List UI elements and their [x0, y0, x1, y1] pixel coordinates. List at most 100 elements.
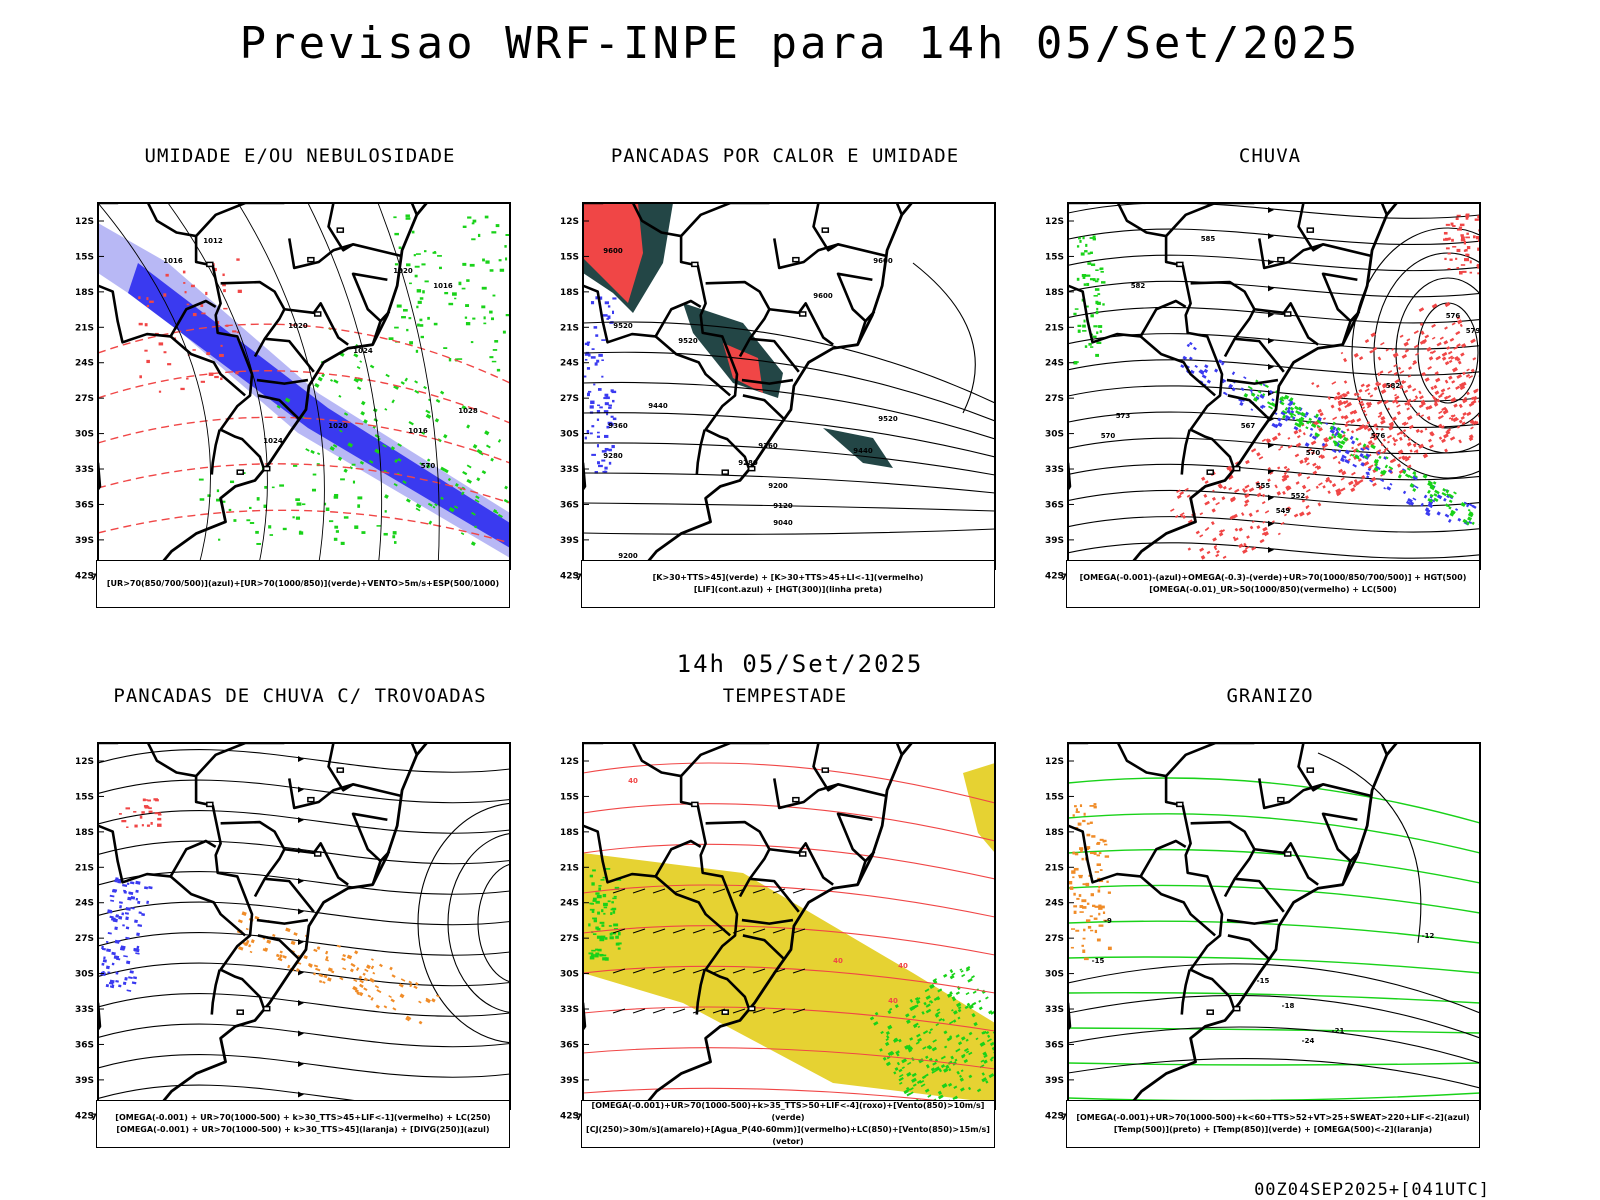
legend-line: [OMEGA(-0.001)-(azul)+OMEGA(-0.3)-(verde…	[1079, 573, 1467, 582]
y-tick-label: 33S	[1045, 1005, 1064, 1015]
y-tick-label: 18S	[75, 828, 94, 838]
y-tick-label: 39S	[75, 1076, 94, 1086]
contour-label: 9360	[608, 422, 628, 430]
panel-pancadas-trovoadas: PANCADAS DE CHUVA C/ TROVOADAS 12S 15S 18S…	[60, 685, 540, 1165]
y-tick-label: 33S	[75, 465, 94, 475]
y-tick-label: 33S	[560, 1005, 579, 1015]
y-tick-label: 12S	[75, 217, 94, 227]
legend-line: [UR>70(850/700/500)](azul)+[UR>70(1000/8…	[106, 579, 500, 588]
contour-label: 9440	[648, 402, 668, 410]
y-tick-label: 42S	[560, 1111, 579, 1121]
panel-umidade: UMIDADE E/OU NEBULOSIDADE 1012 1016 1020 10…	[60, 145, 540, 625]
y-tick-label: 21S	[1045, 863, 1064, 873]
panel-legend: [OMEGA(-0.001) + UR>70(1000-500) + k>30_…	[96, 1100, 510, 1148]
contour-label: -21	[1332, 1027, 1345, 1035]
contour-label: 9200	[618, 552, 638, 560]
panel-title: TEMPESTADE	[722, 685, 848, 707]
contour-label: 9040	[773, 519, 793, 527]
contour-label: 9520	[878, 415, 898, 423]
y-tick-label: 18S	[560, 828, 579, 838]
y-tick-label: 39S	[560, 1076, 579, 1086]
y-tick-label: 21S	[560, 863, 579, 873]
y-tick-label: 27S	[75, 394, 94, 404]
contour-label: 1012	[203, 237, 223, 245]
contour-label: 9200	[768, 482, 788, 490]
y-tick-label: 39S	[75, 536, 94, 546]
panel-legend: [OMEGA(-0.001)+UR>70(1000-500)+k>35_TTS>…	[581, 1100, 995, 1148]
y-tick-label: 30S	[75, 970, 94, 980]
contour-label: 1020	[393, 267, 413, 275]
legend-line: [OMEGA(-0.001) + UR>70(1000-500) + k>30_…	[115, 1113, 491, 1122]
y-tick-label: 33S	[75, 1005, 94, 1015]
y-tick-label: 15S	[75, 792, 94, 802]
contour-label: 582	[1131, 282, 1146, 290]
y-tick-label: 42S	[1045, 571, 1064, 581]
panel-legend: [K>30+TTS>45](verde) + [K>30+TTS>45+LI<-…	[581, 560, 995, 608]
contour-label: 9120	[773, 502, 793, 510]
y-tick-label: 36S	[560, 1040, 579, 1050]
weather-map: 12S15S18S21S24S27S30S33S36S39S42S70W65W6…	[75, 742, 511, 1123]
y-tick-label: 33S	[1045, 465, 1064, 475]
contour-label: 1016	[433, 282, 453, 290]
y-tick-label: 39S	[560, 536, 579, 546]
main-title: Previsao WRF-INPE para 14h 05/Set/2025	[239, 18, 1361, 69]
y-tick-label: 42S	[75, 1111, 94, 1121]
legend-line: [OMEGA(-0.001) + UR>70(1000-500) + k>30_…	[116, 1125, 490, 1134]
weather-map: 585 582 576 579 582 576 570 567 573 570 552 555 549 1…	[1045, 202, 1481, 583]
y-tick-label: 42S	[1045, 1111, 1064, 1121]
contour-label: 9600	[603, 247, 623, 255]
y-tick-label: 24S	[75, 359, 94, 369]
legend-line: [OMEGA(-0.001)+UR>70(1000-500)+k<60+TTS>…	[1076, 1113, 1470, 1122]
y-tick-label: 36S	[1045, 500, 1064, 510]
contour-label: 567	[1241, 422, 1256, 430]
contour-label: 570	[421, 462, 436, 470]
contour-label: 1020	[288, 322, 308, 330]
y-tick-label: 39S	[1045, 536, 1064, 546]
y-tick-label: 12S	[1045, 757, 1064, 767]
y-tick-label: 21S	[75, 863, 94, 873]
y-tick-label: 18S	[560, 288, 579, 298]
y-tick-label: 30S	[560, 430, 579, 440]
contour-label: 40	[833, 957, 843, 965]
contour-label: 40	[898, 962, 908, 970]
panel-granizo: GRANIZO -12 -15 -18 -21 -24 -15 -9 12S 15S 18S 21S…	[1030, 685, 1510, 1165]
y-tick-label: 24S	[1045, 359, 1064, 369]
weather-map: 1012 1016 1020 1016 1020 1024 1028 1024 1020 1016…	[75, 202, 511, 583]
contour-label: 9520	[678, 337, 698, 345]
panel-title: CHUVA	[1238, 145, 1302, 167]
contour-label: 1028	[458, 407, 478, 415]
contour-label: 9280	[603, 452, 623, 460]
contour-label: -18	[1282, 1002, 1295, 1010]
legend-line: [CJ(250)>30m/s](amarelo)+[Agua_P(40-60mm…	[586, 1125, 990, 1146]
y-tick-label: 18S	[75, 288, 94, 298]
panel-legend: [OMEGA(-0.001)+UR>70(1000-500)+k<60+TTS>…	[1066, 1100, 1480, 1148]
y-tick-label: 21S	[75, 323, 94, 333]
y-tick-label: 15S	[560, 252, 579, 262]
contour-label: 585	[1201, 235, 1216, 243]
legend-line: [LIF](cont.azul) + [HGT(300)](linha pret…	[693, 585, 883, 594]
legend-line: [OMEGA(-0.01)_UR>50(1000/850)(vermelho) …	[1149, 585, 1397, 594]
y-tick-label: 12S	[1045, 217, 1064, 227]
y-tick-label: 27S	[1045, 394, 1064, 404]
contour-label: 1024	[353, 347, 373, 355]
y-tick-label: 24S	[1045, 899, 1064, 909]
contour-label: 1016	[163, 257, 183, 265]
legend-line: [OMEGA(-0.001)+UR>70(1000-500)+k>35_TTS>…	[591, 1101, 985, 1122]
contour-label: 570	[1306, 449, 1321, 457]
contour-label: 549	[1276, 507, 1291, 515]
contour-label: -12	[1422, 932, 1435, 940]
y-tick-label: 42S	[560, 571, 579, 581]
contour-label: 576	[1371, 432, 1386, 440]
y-tick-label: 33S	[560, 465, 579, 475]
contour-label: 570	[1101, 432, 1116, 440]
panel-chuva: CHUVA 585 582 576 579 582 576 570 567 573 570 552 5…	[1030, 145, 1510, 625]
contour-label: 40	[888, 997, 898, 1005]
y-tick-label: 36S	[560, 500, 579, 510]
contour-label: 579	[1466, 327, 1481, 335]
contour-label: -15	[1092, 957, 1105, 965]
panel-title: PANCADAS DE CHUVA C/ TROVOADAS	[113, 685, 487, 707]
y-tick-label: 27S	[1045, 934, 1064, 944]
y-tick-label: 30S	[560, 970, 579, 980]
contour-label: 9440	[853, 447, 873, 455]
legend-line: [Temp(500)](preto) + [Temp(850)](verde) …	[1113, 1125, 1433, 1134]
